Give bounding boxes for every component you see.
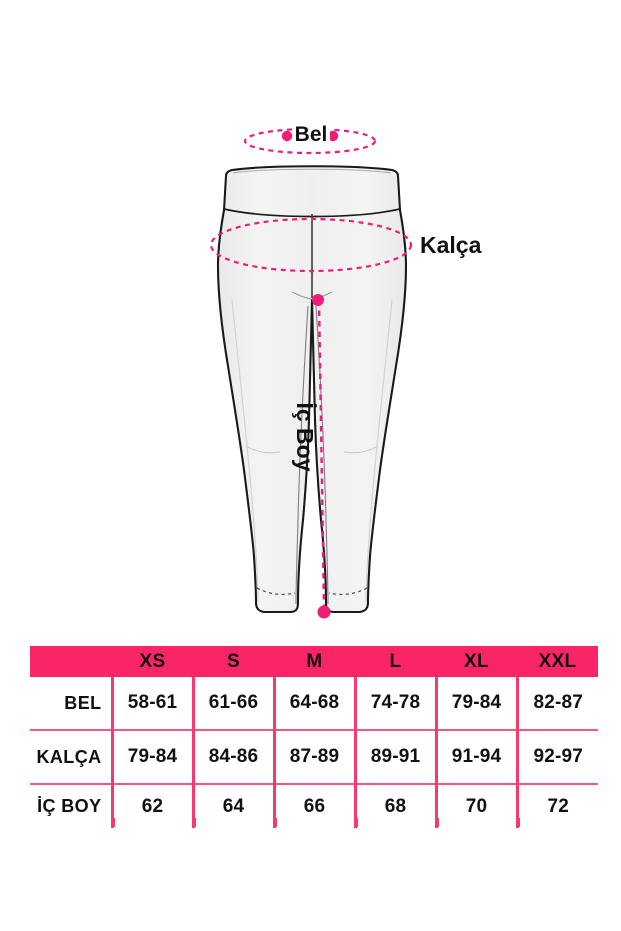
- cell-kalca-m: 87-89: [272, 730, 355, 785]
- cell-kalca-xl: 91-94: [434, 730, 517, 785]
- waistband-top-highlight: [232, 168, 392, 174]
- knee-shading-right: [343, 445, 379, 454]
- header-size-xl: XL: [436, 646, 517, 677]
- cell-bel-xs: 58-61: [110, 677, 193, 731]
- ic-boy-guide-line: [317, 299, 326, 609]
- leggings-illustration: Bel Kalça İç Boy: [209, 122, 482, 619]
- header-corner: [30, 646, 112, 677]
- cell-bel-xxl: 82-87: [515, 677, 598, 731]
- ankle-cuff-stitch-right: [328, 587, 368, 595]
- bel-dot-left: [281, 130, 293, 142]
- size-chart: XS S M L XL XXL BEL 58-61 61-66 64-68 74…: [30, 646, 598, 828]
- size-header-row: XS S M L XL XXL: [30, 646, 598, 677]
- bel-label: Bel: [295, 123, 328, 146]
- cell-kalca-xs: 79-84: [110, 730, 193, 785]
- cell-kalca-xxl: 92-97: [515, 730, 598, 785]
- kalca-label: Kalça: [420, 232, 482, 258]
- row-label-bel: BEL: [30, 677, 112, 731]
- cell-kalca-s: 84-86: [191, 730, 274, 785]
- cell-icboy-m: 66: [272, 784, 355, 828]
- row-label-ic-boy: İÇ BOY: [30, 784, 112, 828]
- callout-bel: Bel: [243, 122, 377, 155]
- cell-kalca-l: 89-91: [353, 730, 436, 785]
- outer-contour-left: [231, 299, 259, 603]
- table-row: KALÇA 79-84 84-86 87-89 89-91 91-94 92-9…: [30, 730, 598, 785]
- cell-icboy-s: 64: [191, 784, 274, 828]
- inner-leg-seam-left: [295, 305, 309, 605]
- leggings-shape: [216, 165, 408, 614]
- cell-icboy-l: 68: [353, 784, 436, 828]
- cell-bel-m: 64-68: [272, 677, 355, 731]
- header-size-l: L: [355, 646, 436, 677]
- kalca-guide-ellipse: [209, 217, 413, 273]
- outer-contour-right: [365, 299, 393, 603]
- ankle-cuff-stitch-left: [256, 587, 296, 595]
- header-size-s: S: [193, 646, 274, 677]
- header-size-xxl: XXL: [517, 646, 598, 677]
- table-row: BEL 58-61 61-66 64-68 74-78 79-84 82-87: [30, 677, 598, 731]
- header-size-xs: XS: [112, 646, 193, 677]
- leggings-outline: [216, 165, 408, 614]
- cell-icboy-xs: 62: [110, 784, 193, 828]
- cell-bel-xl: 79-84: [434, 677, 517, 731]
- bel-dot-right: [327, 130, 339, 142]
- table-row: İÇ BOY 62 64 66 68 70 72: [30, 784, 598, 828]
- ic-boy-dot-top: [312, 294, 324, 306]
- ic-boy-label: İç Boy: [292, 402, 318, 471]
- cell-bel-l: 74-78: [353, 677, 436, 731]
- row-label-kalca: KALÇA: [30, 730, 112, 785]
- ic-boy-dot-bottom: [317, 605, 331, 619]
- callout-kalca: Kalça: [209, 217, 482, 273]
- header-size-m: M: [274, 646, 355, 677]
- knee-shading-left: [245, 445, 281, 454]
- cell-icboy-xl: 70: [434, 784, 517, 828]
- cell-bel-s: 61-66: [191, 677, 274, 731]
- callout-ic-boy: İç Boy: [292, 294, 331, 619]
- cell-icboy-xxl: 72: [515, 784, 598, 828]
